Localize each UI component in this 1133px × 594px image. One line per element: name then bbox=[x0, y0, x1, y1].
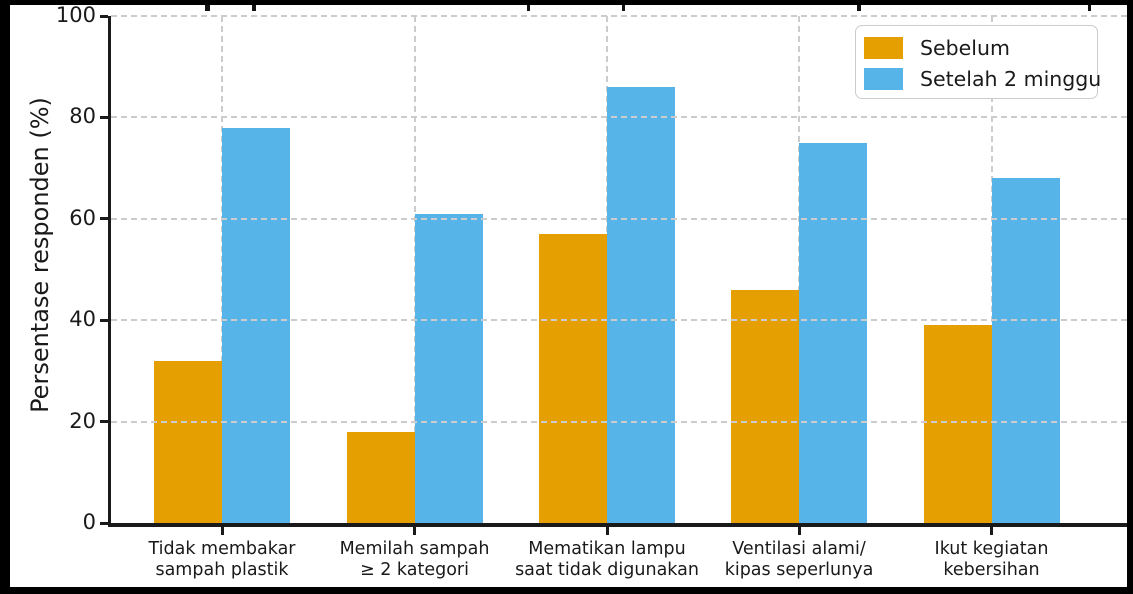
y-tick-label: 60 bbox=[69, 205, 96, 230]
x-tick-label: Ventilasi alami/ kipas seperlunya bbox=[724, 539, 874, 580]
y-gridline bbox=[111, 116, 1127, 119]
y-tick-label: 80 bbox=[69, 104, 96, 129]
y-tick-label: 0 bbox=[82, 510, 96, 534]
cropped-title-fragment bbox=[1088, 5, 1091, 11]
y-gridline bbox=[111, 15, 1127, 17]
bar-sebelum-0 bbox=[154, 360, 222, 523]
legend-label: Sebelum bbox=[920, 35, 1010, 60]
cropped-title-fragment bbox=[205, 5, 210, 11]
cropped-title-fragment bbox=[252, 5, 256, 11]
x-axis-spine bbox=[108, 523, 1127, 527]
cropped-title-fragment bbox=[622, 5, 625, 11]
legend-item-sebelum: Sebelum bbox=[864, 32, 1097, 63]
y-tick-label: 20 bbox=[69, 408, 96, 433]
y-tick bbox=[100, 217, 108, 221]
bar-sebelum-3 bbox=[731, 289, 799, 523]
bar-sebelum-1 bbox=[346, 431, 415, 523]
bar-setelah-0 bbox=[222, 127, 290, 523]
y-tick bbox=[100, 14, 108, 18]
x-tick bbox=[797, 527, 801, 535]
y-gridline bbox=[111, 420, 1127, 423]
legend-swatch-sebelum bbox=[864, 36, 903, 59]
y-tick-label: 40 bbox=[69, 307, 96, 332]
y-axis-spine bbox=[108, 16, 111, 526]
y-tick-label: 100 bbox=[55, 5, 96, 27]
plot-area bbox=[111, 15, 1127, 523]
x-tick-label: Ikut kegiatan kebersihan bbox=[934, 539, 1049, 580]
bar-setelah-3 bbox=[799, 142, 867, 523]
cropped-title-fragment bbox=[857, 5, 861, 11]
bar-setelah-1 bbox=[414, 213, 483, 523]
y-gridline bbox=[111, 319, 1127, 322]
y-axis-label: Persentase responden (%) bbox=[26, 97, 54, 413]
x-tick bbox=[605, 527, 609, 535]
y-tick bbox=[100, 318, 108, 322]
x-tick bbox=[413, 527, 416, 535]
x-tick bbox=[990, 527, 993, 535]
x-tick-label: Tidak membakar sampah plastik bbox=[148, 539, 296, 580]
cropped-title-fragment bbox=[527, 5, 530, 11]
bar-setelah-4 bbox=[991, 178, 1060, 523]
bar-sebelum-4 bbox=[923, 325, 992, 523]
y-tick bbox=[100, 420, 108, 424]
x-tick-label: Mematikan lampu saat tidak digunakan bbox=[515, 539, 699, 580]
legend: Sebelum Setelah 2 minggu bbox=[855, 25, 1101, 99]
bar-setelah-2 bbox=[607, 86, 675, 523]
y-tick bbox=[100, 115, 108, 119]
y-gridline bbox=[111, 217, 1127, 220]
x-tick-label: Memilah sampah ≥ 2 kategori bbox=[339, 539, 490, 580]
legend-swatch-setelah bbox=[864, 67, 903, 90]
legend-label: Setelah 2 minggu bbox=[920, 66, 1102, 91]
legend-item-setelah: Setelah 2 minggu bbox=[864, 63, 1101, 94]
y-tick bbox=[100, 521, 108, 525]
x-tick bbox=[220, 527, 224, 535]
bar-sebelum-2 bbox=[539, 234, 607, 523]
chart-canvas: Persentase responden (%) 0 20 40 60 80 100 Tid… bbox=[10, 5, 1127, 587]
